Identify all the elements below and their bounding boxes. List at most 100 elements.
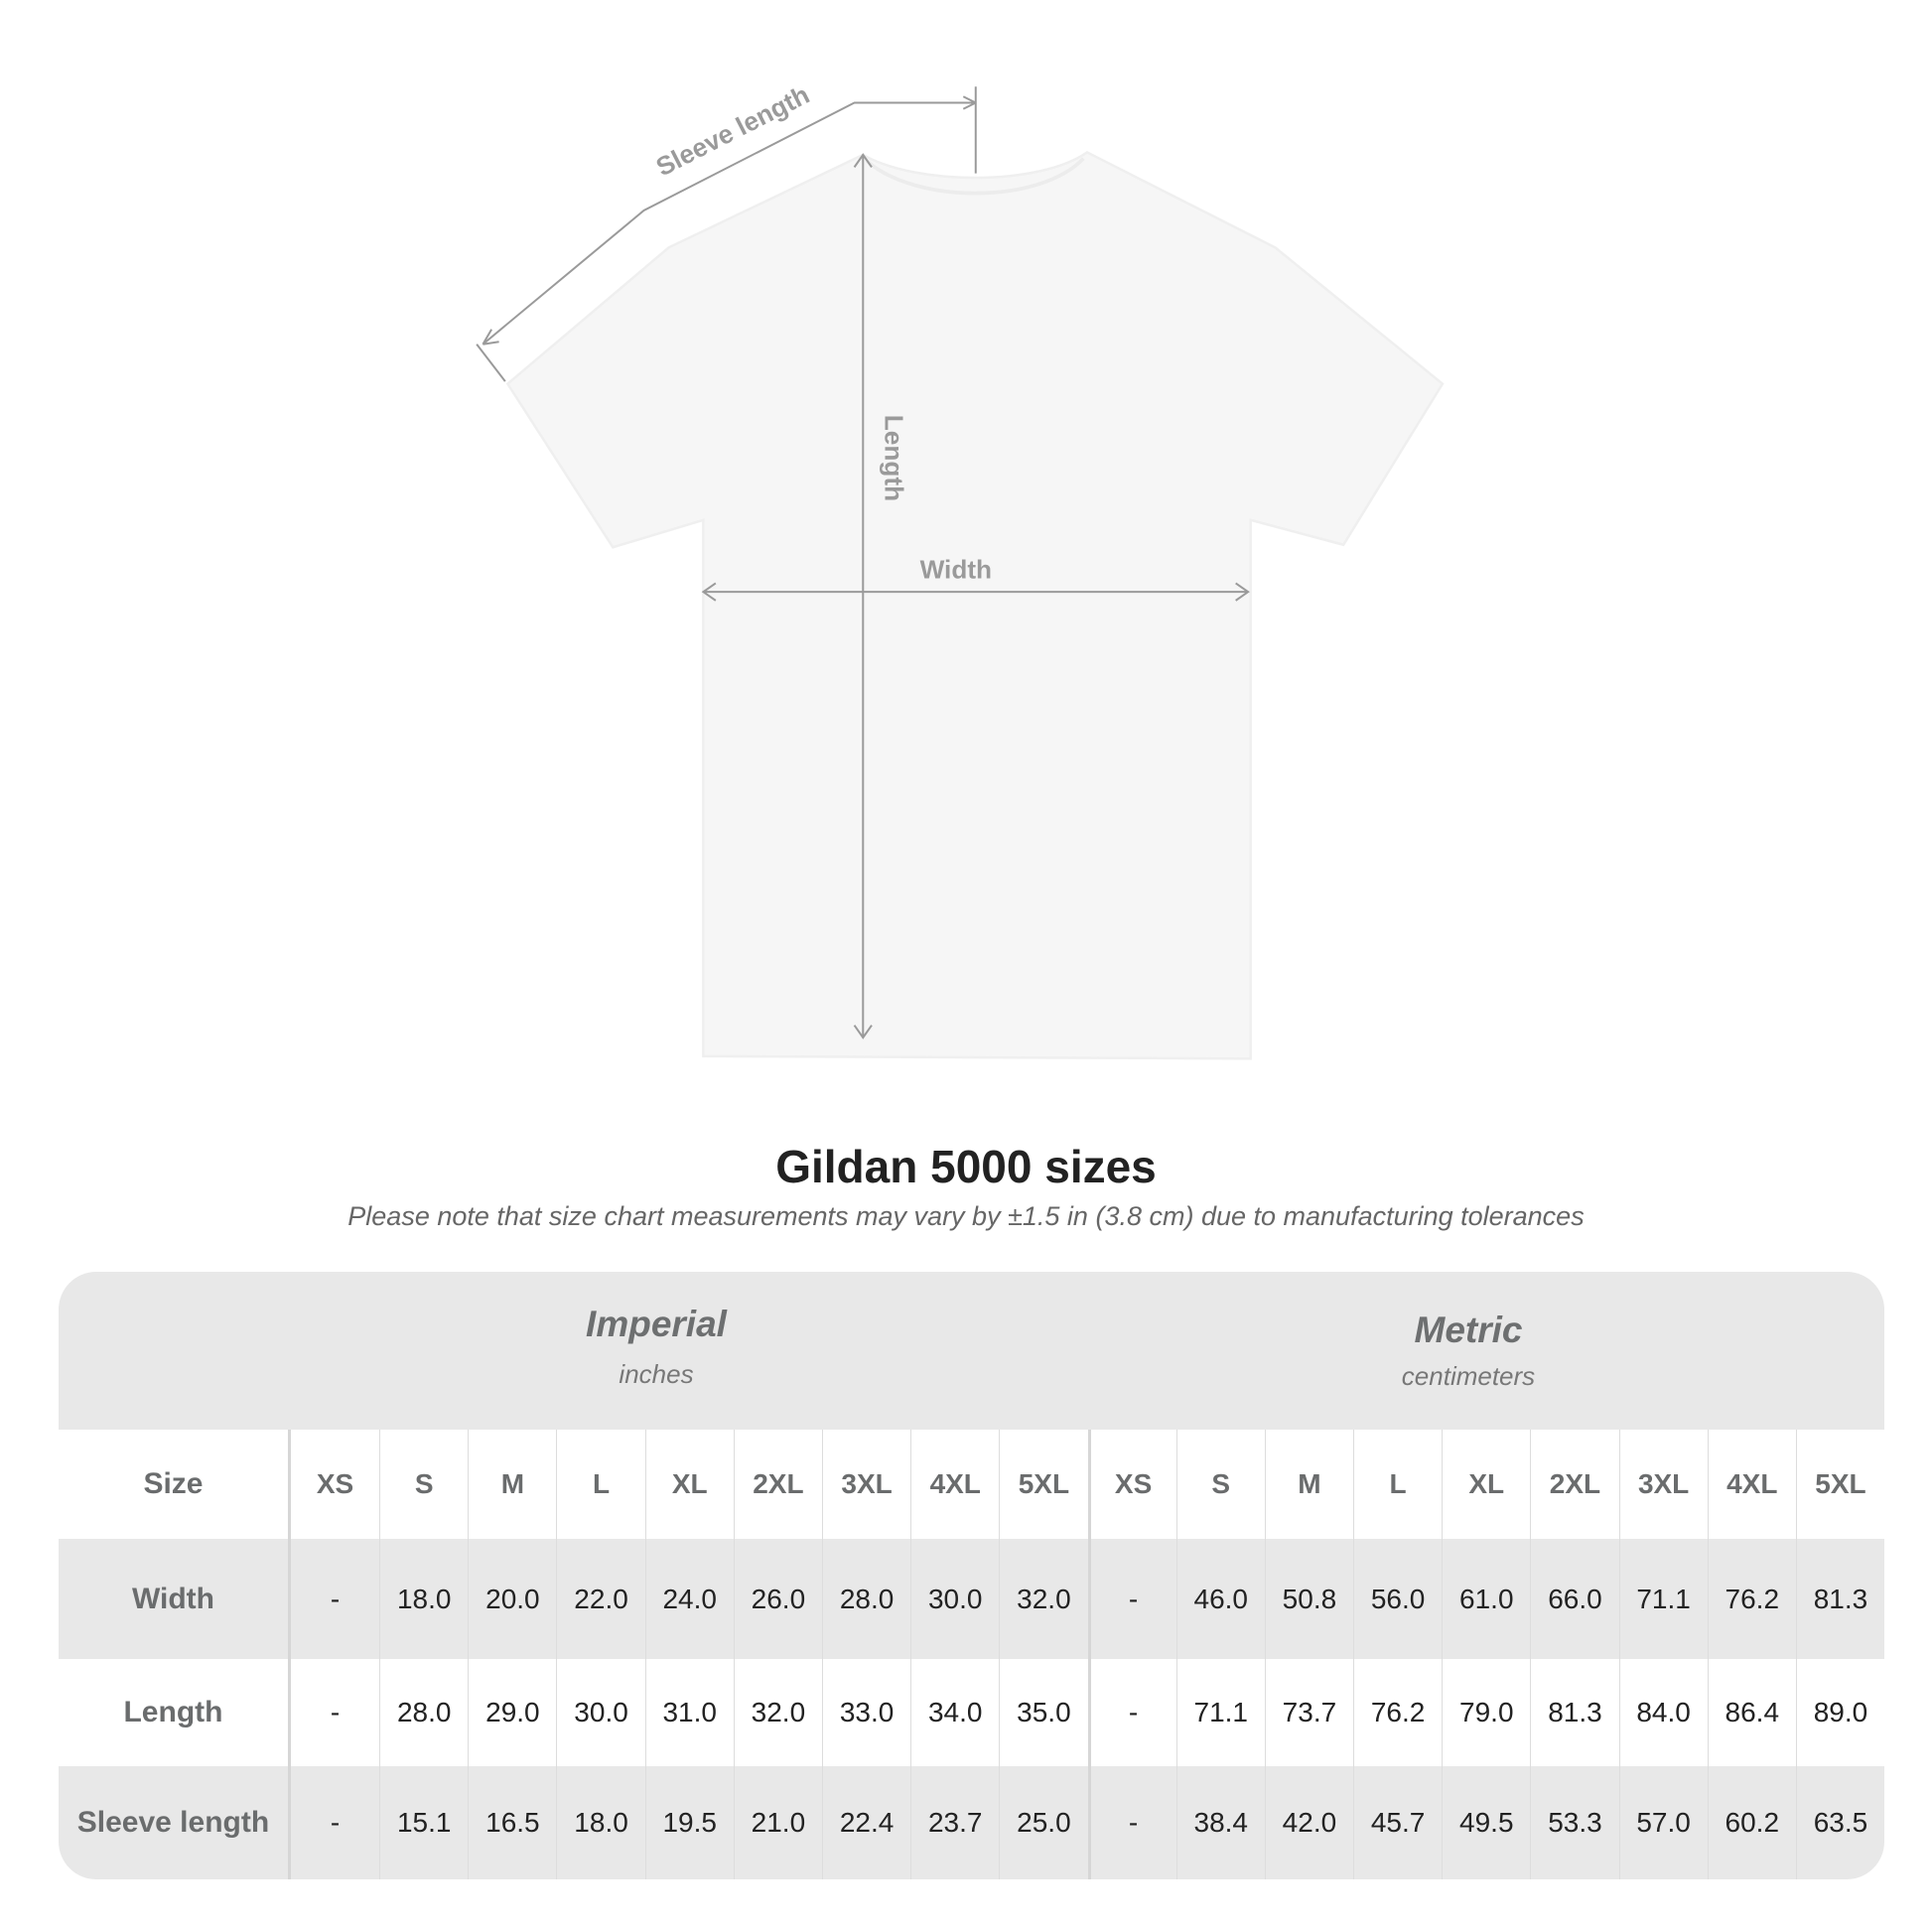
imperial-size-header: XL: [644, 1430, 734, 1539]
imperial-value-cell: 21.0: [733, 1766, 822, 1879]
width-label: Width: [920, 554, 992, 584]
imperial-header: Imperial inches: [358, 1304, 954, 1390]
imperial-title: Imperial: [586, 1304, 727, 1344]
width-line: [701, 582, 1250, 602]
imperial-value-cell: 16.5: [468, 1766, 556, 1879]
metric-value-cell: 38.4: [1175, 1766, 1265, 1879]
imperial-value-cell: 15.1: [379, 1766, 468, 1879]
metric-value-cell: -: [1087, 1766, 1176, 1879]
metric-value-cell: 86.4: [1707, 1659, 1796, 1766]
imperial-value-cell: 30.0: [910, 1539, 999, 1659]
imperial-value-cell: 28.0: [379, 1659, 468, 1766]
tolerance-note: Please note that size chart measurements…: [347, 1201, 1585, 1231]
imperial-value-cell: 32.0: [999, 1539, 1087, 1659]
metric-value-cell: 57.0: [1618, 1766, 1708, 1879]
imperial-value-cell: -: [330, 1583, 341, 1614]
collar-seam: [865, 157, 1085, 196]
imperial-value-cell: 34.0: [910, 1659, 999, 1766]
tshirt-diagram: Sleeve length Length Width: [476, 79, 1445, 1060]
imperial-value-cell: 33.0: [821, 1659, 910, 1766]
length-line: [853, 153, 873, 1039]
imperial-value-cell: 19.5: [644, 1766, 734, 1879]
metric-size-header: XL: [1442, 1430, 1530, 1539]
metric-value-cell: 46.0: [1175, 1539, 1265, 1659]
sleeve-length-label: Sleeve length: [651, 79, 814, 182]
imperial-size-header: L: [556, 1430, 644, 1539]
table-row: Length -28.0 29.0 30.0 31.0 32.0 33.0 34.0 35.0-…: [59, 1659, 1884, 1766]
metric-value-cell: 56.0: [1353, 1539, 1442, 1659]
imperial-unit: inches: [619, 1359, 694, 1389]
imperial-value-cell: 24.0: [644, 1539, 734, 1659]
metric-size-header: 3XL: [1618, 1430, 1708, 1539]
row-label: Length: [59, 1659, 291, 1766]
size-table: Imperial inches Metric centimeters Size X…: [59, 1272, 1884, 1879]
imperial-value-cell: 20.0: [468, 1539, 556, 1659]
metric-value-cell: 81.3: [1795, 1539, 1884, 1659]
metric-value-cell: 79.0: [1442, 1659, 1530, 1766]
imperial-value-cell: 28.0: [821, 1539, 910, 1659]
imperial-value-cell: 18.0: [556, 1766, 644, 1879]
unit-header-band: [59, 1272, 1884, 1430]
imperial-value-cell: 23.7: [910, 1766, 999, 1879]
metric-value-cell: 53.3: [1530, 1766, 1618, 1879]
tshirt-shape: [505, 150, 1445, 1060]
metric-value-cell: 84.0: [1618, 1659, 1708, 1766]
metric-value-cell: 81.3: [1530, 1659, 1618, 1766]
imperial-value-cell: 32.0: [733, 1659, 822, 1766]
sleeve-tick-bottom: [476, 344, 506, 382]
metric-value-cell: 71.1: [1175, 1659, 1265, 1766]
imperial-size-header: 2XL: [733, 1430, 822, 1539]
size-header-row: Size XS S M L XL 2XL 3XL 4XL 5XL XS S M L XL 2XL 3XL 4XL 5…: [59, 1430, 1884, 1539]
metric-value-cell: 61.0: [1442, 1539, 1530, 1659]
metric-value-cell: -: [1087, 1659, 1176, 1766]
size-label: Size: [59, 1430, 291, 1539]
imperial-value-cell: 26.0: [733, 1539, 822, 1659]
metric-value-cell: 89.0: [1795, 1659, 1884, 1766]
metric-value-cell: 76.2: [1707, 1539, 1796, 1659]
metric-size-header: XS: [1087, 1430, 1176, 1539]
imperial-value-cell: 22.0: [556, 1539, 644, 1659]
sleeve-length-line: [482, 101, 976, 345]
metric-value-cell: 76.2: [1353, 1659, 1442, 1766]
metric-size-header: 2XL: [1530, 1430, 1618, 1539]
metric-value-cell: -: [1087, 1539, 1176, 1659]
imperial-size-header: M: [468, 1430, 556, 1539]
metric-value-cell: 63.5: [1795, 1766, 1884, 1879]
page-title: Gildan 5000 sizes: [775, 1141, 1157, 1192]
imperial-value-cell: 30.0: [556, 1659, 644, 1766]
metric-size-header: M: [1264, 1430, 1353, 1539]
row-label: Width: [59, 1539, 291, 1659]
metric-size-header: L: [1353, 1430, 1442, 1539]
imperial-value-cell: 29.0: [468, 1659, 556, 1766]
imperial-value-cell: 35.0: [999, 1659, 1087, 1766]
imperial-size-header: S: [379, 1430, 468, 1539]
metric-value-cell: 49.5: [1442, 1766, 1530, 1879]
imperial-value-cell: -: [330, 1807, 341, 1838]
metric-value-cell: 60.2: [1707, 1766, 1796, 1879]
metric-size-header: 5XL: [1795, 1430, 1884, 1539]
metric-value-cell: 42.0: [1264, 1766, 1353, 1879]
imperial-size-header: 4XL: [910, 1430, 999, 1539]
metric-unit: centimeters: [1401, 1361, 1536, 1391]
imperial-value-cell: 25.0: [999, 1766, 1087, 1879]
table-row: Sleeve length - 15.1 16.5 18.0 19.5 21.0 22.4 23…: [59, 1766, 1884, 1879]
metric-value-cell: 73.7: [1264, 1659, 1353, 1766]
metric-size-header: S: [1175, 1430, 1265, 1539]
row-label: Sleeve length: [59, 1766, 291, 1879]
imperial-size-header: 5XL: [999, 1430, 1087, 1539]
imperial-size-header: 3XL: [821, 1430, 910, 1539]
imperial-value-cell: 22.4: [821, 1766, 910, 1879]
length-label: Length: [880, 415, 909, 501]
metric-value-cell: 50.8: [1264, 1539, 1353, 1659]
sleeve-arrowhead: [482, 95, 977, 345]
metric-title: Metric: [1414, 1310, 1523, 1350]
metric-value-cell: 71.1: [1618, 1539, 1708, 1659]
imperial-size-header: XS: [316, 1468, 354, 1499]
metric-header: Metric centimeters: [1171, 1310, 1766, 1392]
imperial-value-cell: -: [330, 1697, 341, 1727]
metric-value-cell: 45.7: [1353, 1766, 1442, 1879]
imperial-value-cell: 31.0: [644, 1659, 734, 1766]
metric-value-cell: 66.0: [1530, 1539, 1618, 1659]
imperial-value-cell: 18.0: [379, 1539, 468, 1659]
table-row: Width -18.0 20.0 22.0 24.0 26.0 28.0 30.0 32.0-4…: [59, 1539, 1884, 1659]
